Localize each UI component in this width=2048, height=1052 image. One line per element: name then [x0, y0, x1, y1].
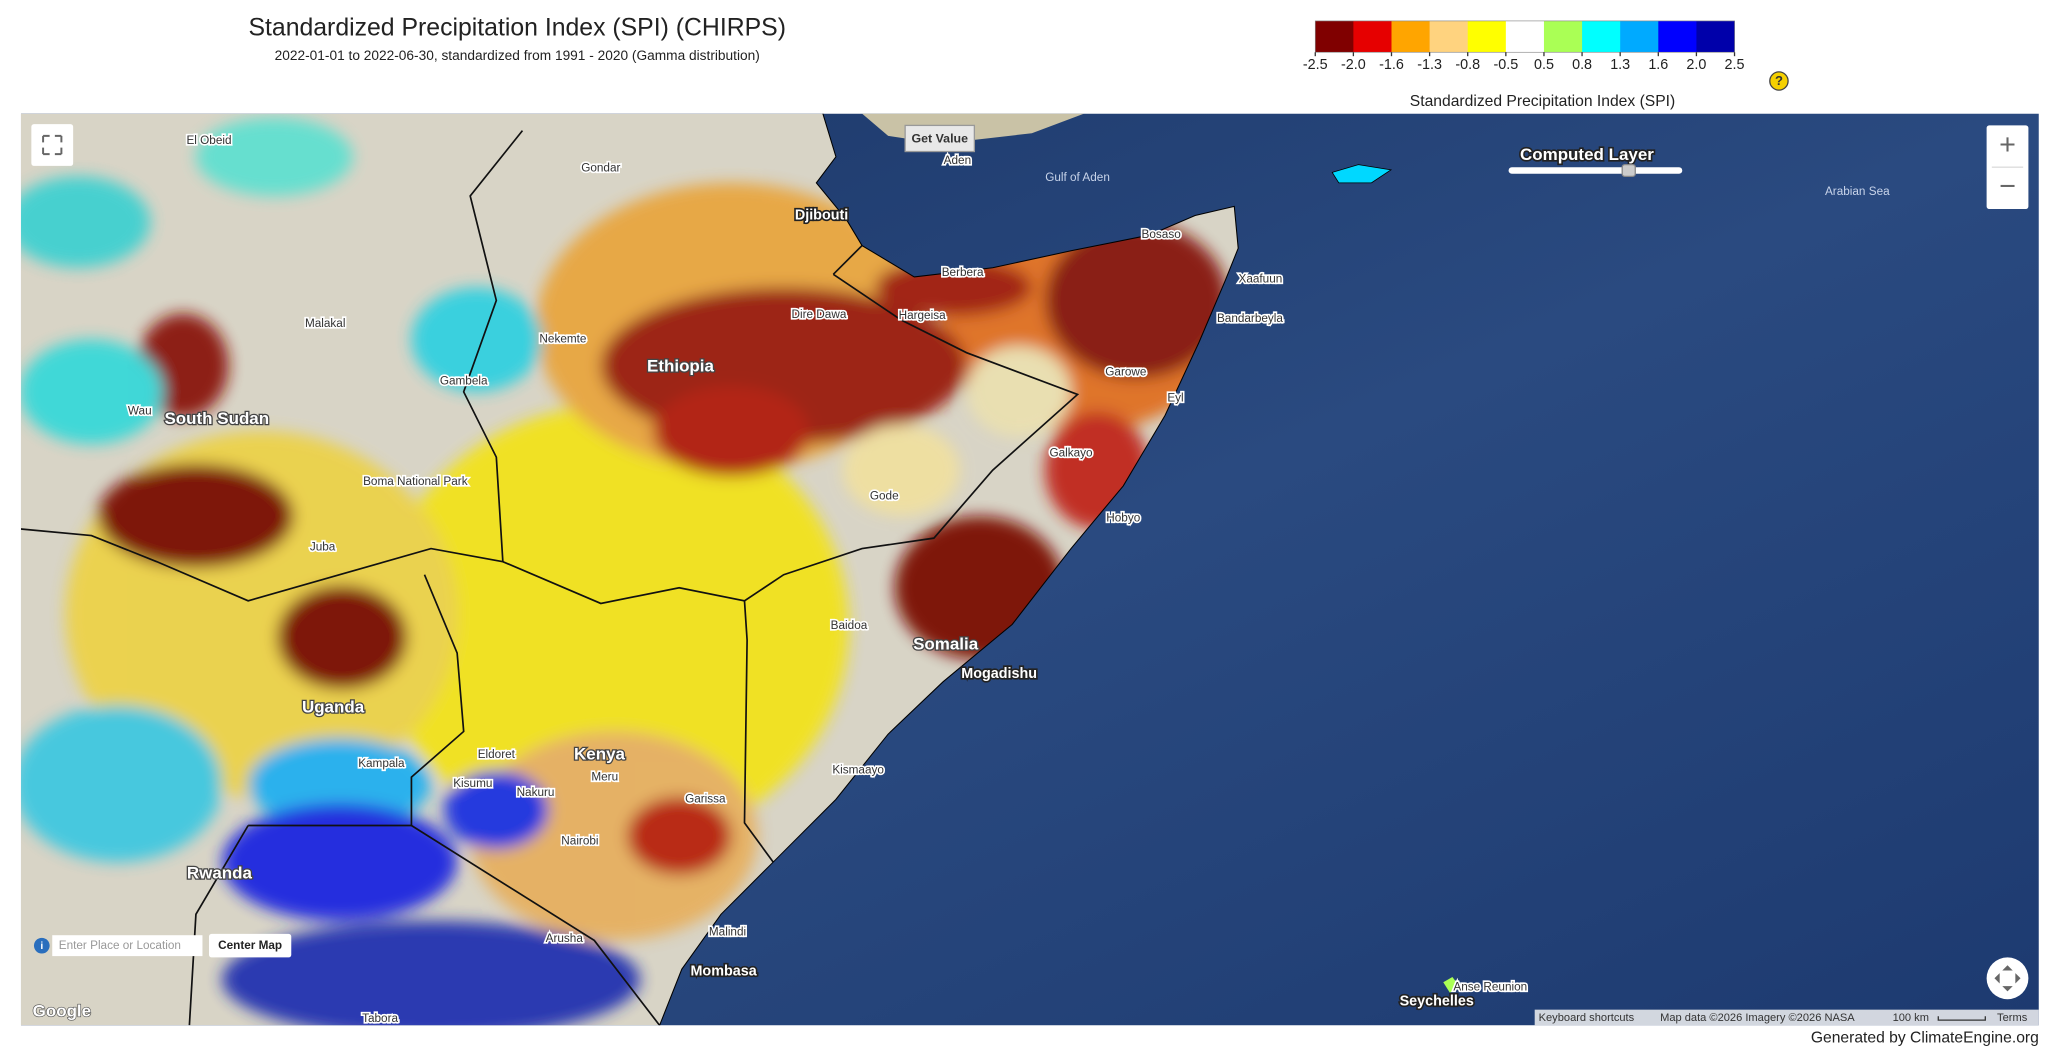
legend-tick-label: -2.0 [1341, 57, 1366, 73]
place-label: Berbera [942, 266, 984, 279]
place-label: Nairobi [561, 834, 598, 847]
place-label: Hargeisa [899, 309, 946, 322]
place-label: Gulf of Aden [1045, 171, 1110, 184]
place-label: Juba [310, 540, 336, 553]
legend-tick-label: -1.6 [1379, 57, 1404, 73]
place-label: Mogadishu [961, 666, 1037, 682]
place-label: Arabian Sea [1825, 185, 1890, 198]
place-label: Nakuru [517, 786, 555, 799]
place-label: Dire Dawa [792, 308, 847, 321]
place-label: Anse Reunion [1453, 981, 1527, 994]
place-label: Arusha [546, 932, 584, 945]
place-label: Malindi [709, 926, 746, 939]
center-map-button[interactable]: Center Map [218, 939, 282, 952]
layer-label: Computed Layer [1520, 145, 1654, 164]
place-label: Kismaayo [832, 764, 884, 777]
place-label: Garissa [685, 792, 726, 805]
place-label: Uganda [302, 697, 365, 716]
place-label: South Sudan [164, 409, 269, 428]
legend-tick-label: 0.5 [1534, 57, 1554, 73]
legend-tick-label: 1.3 [1610, 57, 1630, 73]
place-label: Kisumu [453, 777, 492, 790]
keyboard-shortcuts[interactable]: Keyboard shortcuts [1539, 1012, 1635, 1024]
info-icon[interactable]: i [40, 941, 43, 952]
place-label: Eldoret [478, 748, 516, 761]
legend-swatch [1620, 20, 1659, 53]
attribution-bar: Keyboard shortcuts Map data ©2026 Imager… [1534, 1009, 2039, 1026]
place-label: Garowe [1105, 365, 1147, 378]
fullscreen-button[interactable] [31, 124, 74, 166]
legend-tick-label: -0.5 [1493, 57, 1518, 73]
place-label: Kampala [358, 757, 405, 770]
place-label: Hobyo [1106, 512, 1140, 525]
place-label: Djibouti [795, 207, 848, 223]
legend-swatch [1696, 20, 1735, 53]
zoom-out[interactable]: − [1999, 171, 2016, 203]
legend-swatch [1467, 20, 1507, 53]
map[interactable]: South Sudan Ethiopia Somalia Kenya Uganda Rwa… [7, 113, 2039, 1039]
place-label: Somalia [913, 635, 979, 654]
legend-tick-label: 1.6 [1648, 57, 1668, 73]
legend-swatch [1582, 20, 1621, 53]
footer: Generated by ClimateEngine.org [1811, 1030, 2039, 1047]
search-input[interactable]: Enter Place or Location [59, 939, 181, 952]
place-label: Eyl [1167, 392, 1183, 405]
help-icon[interactable]: ? [1775, 73, 1783, 88]
legend-tick-label: 2.5 [1725, 57, 1745, 73]
place-label: Meru [591, 770, 618, 783]
zoom-in[interactable]: + [1999, 129, 2016, 161]
legend-tick-label: -1.3 [1417, 57, 1442, 73]
legend-tick-label: -2.5 [1303, 57, 1328, 73]
place-label: Gondar [581, 162, 620, 175]
place-label: Gambela [440, 375, 488, 388]
legend-swatch [1505, 20, 1545, 53]
place-label: Aden [944, 154, 971, 167]
map-labels: South Sudan Ethiopia Somalia Kenya Uganda Rwa… [126, 133, 1890, 1026]
get-value-button[interactable]: Get Value [904, 124, 976, 153]
place-label: Rwanda [187, 863, 253, 882]
legend-tick-label: 0.8 [1572, 57, 1592, 73]
place-label: Malakal [305, 317, 346, 330]
place-label: Gode [870, 489, 899, 502]
search-bar[interactable]: i Enter Place or Location Center Map [33, 933, 292, 958]
place-label: Tabora [362, 1012, 398, 1025]
legend-swatch [1353, 20, 1392, 53]
place-label: Boma National Park [363, 475, 468, 488]
terms-link[interactable]: Terms [1997, 1012, 2028, 1024]
legend-frame [1314, 20, 1735, 53]
place-label: Wau [128, 405, 152, 418]
place-label: El Obeid [186, 134, 231, 147]
page-title: Standardized Precipitation Index (SPI) (… [248, 14, 786, 41]
place-label: Galkayo [1049, 446, 1093, 459]
opacity-slider[interactable] [1508, 163, 1683, 178]
legend-swatch [1315, 20, 1354, 53]
page-subtitle: 2022-01-01 to 2022-06-30, standardized f… [275, 48, 760, 63]
place-label: Bosaso [1142, 228, 1182, 241]
place-label: Ethiopia [647, 357, 714, 376]
place-label: Nekemte [539, 333, 586, 346]
place-label: Seychelles [1400, 994, 1474, 1010]
scale-label: 100 km [1893, 1012, 1929, 1024]
compass-button[interactable] [1986, 957, 2029, 1000]
legend: -2.5 -2.0 -1.6 -1.3 -0.8 -0.5 0.5 0.8 1.3 1.6 2.0 2… [1303, 20, 1745, 73]
place-label: Bandarbeyla [1217, 312, 1283, 325]
legend-swatch [1391, 20, 1431, 53]
help-button[interactable]: ? [1769, 71, 1789, 91]
legend-swatch [1543, 20, 1583, 53]
legend-tick-label: -0.8 [1455, 57, 1480, 73]
get-value-label[interactable]: Get Value [912, 131, 969, 145]
zoom-controls[interactable]: + − [1986, 125, 2029, 210]
legend-tick-label: 2.0 [1686, 57, 1706, 73]
place-label: Kenya [574, 744, 625, 763]
place-label: Xaafuun [1239, 273, 1283, 286]
legend-swatch [1429, 20, 1469, 53]
place-label: Baidoa [831, 619, 868, 632]
legend-title: Standardized Precipitation Index (SPI) [1410, 93, 1675, 110]
map-data: Map data ©2026 Imagery ©2026 NASA [1660, 1012, 1855, 1024]
legend-swatch [1658, 20, 1697, 53]
google-logo: Google [33, 1002, 91, 1021]
place-label: Mombasa [690, 964, 757, 980]
